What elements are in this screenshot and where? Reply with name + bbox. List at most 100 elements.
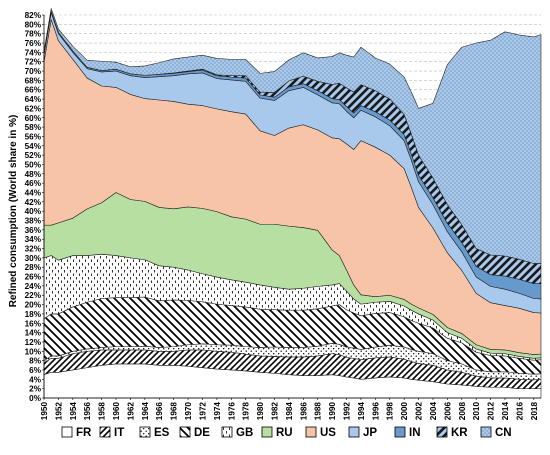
x-tick-label: 1978: [242, 402, 251, 421]
legend-label-ru: RU: [276, 427, 293, 439]
y-tick-label: 22%: [25, 291, 42, 300]
x-tick-label: 1962: [126, 402, 135, 421]
x-tick-label: 1972: [198, 402, 207, 421]
legend-label-us: US: [320, 427, 336, 439]
y-tick-label: 42%: [25, 198, 42, 207]
x-tick-label: 2004: [429, 402, 438, 421]
x-tick-label: 1988: [314, 402, 323, 421]
y-tick-label: 54%: [25, 142, 42, 151]
y-tick-label: 30%: [25, 254, 42, 263]
y-tick-label: 20%: [25, 301, 42, 310]
x-tick-label: 1982: [270, 402, 279, 421]
legend-label-fr: FR: [76, 427, 92, 439]
y-tick-label: 26%: [25, 273, 42, 282]
y-tick-label: 0%: [29, 394, 42, 403]
legend-swatch-in: [394, 426, 406, 438]
y-tick-label: 8%: [29, 357, 42, 366]
legend-swatch-ru: [261, 426, 273, 438]
x-tick-label: 1994: [357, 402, 366, 421]
legend-label-kr: KR: [451, 427, 468, 439]
x-tick-label: 1986: [299, 402, 308, 421]
legend-swatch-es: [139, 426, 151, 438]
y-tick-label: 58%: [25, 123, 42, 132]
x-tick-label: 2008: [458, 402, 467, 421]
y-tick-label: 34%: [25, 235, 42, 244]
legend-label-it: IT: [114, 427, 124, 439]
y-tick-label: 12%: [25, 338, 42, 347]
x-tick-label: 1956: [83, 402, 92, 421]
y-tick-label: 78%: [25, 30, 42, 39]
area-cn: [43, 8, 542, 264]
y-tick-label: 66%: [25, 86, 42, 95]
legend-swatch-kr: [436, 426, 448, 438]
legend-label-jp: JP: [363, 427, 377, 439]
y-tick-label: 64%: [25, 95, 42, 104]
x-axis-ticks: 1950 1952 1954 1956 1958 1960 1962 1964 1966 1968…: [40, 398, 539, 420]
x-tick-label: 1996: [371, 402, 380, 421]
x-tick-label: 2000: [400, 402, 409, 421]
x-tick-label: 2016: [515, 402, 524, 421]
y-tick-label: 10%: [25, 347, 42, 356]
y-tick-label: 72%: [25, 58, 42, 67]
legend-label-es: ES: [154, 427, 170, 439]
y-tick-label: 56%: [25, 132, 42, 141]
legend-swatch-gb: [221, 426, 233, 438]
y-tick-label: 44%: [25, 188, 42, 197]
legend-swatch-fr: [61, 426, 73, 438]
y-tick-label: 70%: [25, 67, 42, 76]
y-tick-label: 24%: [25, 282, 42, 291]
y-tick-label: 82%: [25, 11, 42, 20]
y-tick-label: 52%: [25, 151, 42, 160]
y-tick-label: 14%: [25, 329, 42, 338]
x-tick-label: 1954: [69, 402, 78, 421]
x-tick-label: 1966: [155, 402, 164, 421]
legend-label-in: IN: [409, 427, 421, 439]
x-tick-label: 1964: [141, 402, 150, 421]
y-tick-label: 32%: [25, 245, 42, 254]
x-tick-label: 1990: [328, 402, 337, 421]
y-tick-label: 60%: [25, 114, 42, 123]
y-tick-label: 6%: [29, 366, 42, 375]
x-tick-label: 2014: [501, 402, 510, 421]
legend-label-cn: CN: [495, 427, 512, 439]
legend-swatch-cn: [480, 426, 492, 438]
legend-swatch-it: [99, 426, 111, 438]
y-tick-label: 40%: [25, 207, 42, 216]
y-tick-label: 68%: [25, 76, 42, 85]
y-tick-label: 28%: [25, 263, 42, 272]
y-tick-label: 76%: [25, 39, 42, 48]
legend-label-de: DE: [194, 427, 210, 439]
y-axis-ticks: 0%2%4%6%8%10%12%14%16%18%20%22%24%26%28%…: [25, 11, 44, 403]
x-tick-label: 2010: [472, 402, 481, 421]
y-tick-label: 36%: [25, 226, 42, 235]
y-tick-label: 74%: [25, 48, 42, 57]
y-tick-label: 50%: [25, 160, 42, 169]
x-tick-label: 1950: [40, 402, 49, 421]
x-tick-label: 2012: [487, 402, 496, 421]
y-tick-label: 16%: [25, 319, 42, 328]
x-tick-label: 1974: [213, 402, 222, 421]
x-tick-label: 1952: [54, 402, 63, 421]
y-tick-label: 46%: [25, 179, 42, 188]
y-axis-title: Refined consumption (World share in %): [8, 115, 19, 308]
legend: FR IT ES DE GB RU US JP IN KR CN: [61, 426, 512, 439]
legend-swatch-us: [305, 426, 317, 438]
x-tick-label: 2006: [443, 402, 452, 421]
area-series-group: [43, 8, 542, 399]
x-tick-label: 1980: [256, 402, 265, 421]
legend-swatch-de: [179, 426, 191, 438]
x-tick-label: 1998: [386, 402, 395, 421]
legend-swatch-jp: [348, 426, 360, 438]
x-tick-label: 1984: [285, 402, 294, 421]
x-tick-label: 1970: [184, 402, 193, 421]
x-tick-label: 2002: [415, 402, 424, 421]
y-tick-label: 80%: [25, 20, 42, 29]
x-tick-label: 1960: [112, 402, 121, 421]
legend-label-gb: GB: [236, 427, 253, 439]
y-tick-label: 38%: [25, 217, 42, 226]
y-tick-label: 62%: [25, 104, 42, 113]
x-tick-label: 1958: [98, 402, 107, 421]
x-tick-label: 1976: [227, 402, 236, 421]
